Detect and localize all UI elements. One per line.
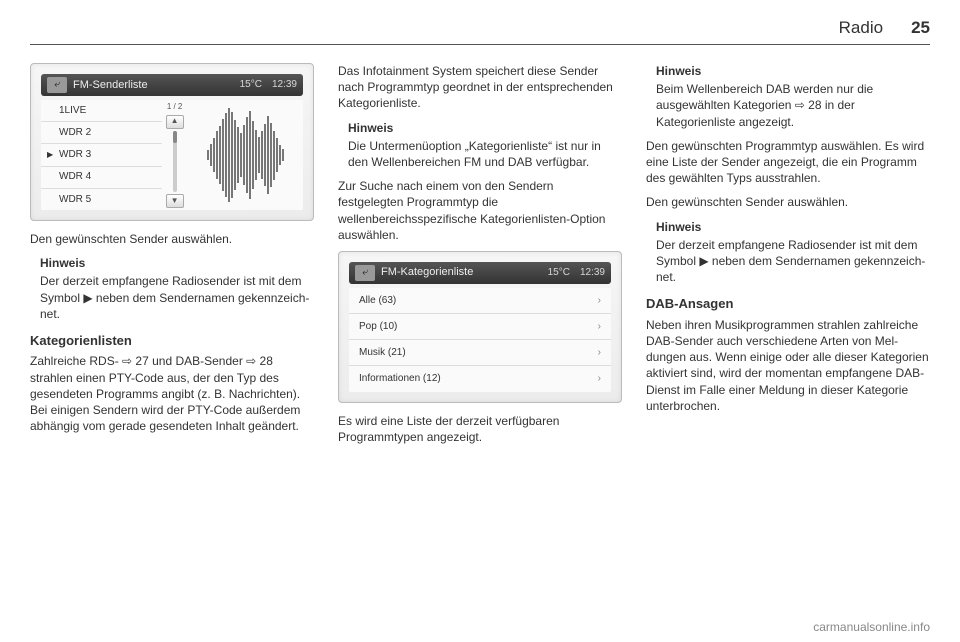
note-body: Der derzeit empfangene Radiosen­der ist …: [40, 274, 309, 320]
scroll-up-button[interactable]: ▲: [166, 115, 184, 129]
screenshot2-temp: 15°C: [548, 266, 570, 280]
category-row[interactable]: Musik (21) ›: [349, 340, 611, 366]
category-label: Alle (63): [359, 294, 396, 308]
station-row[interactable]: WDR 5: [41, 189, 162, 210]
chevron-right-icon: ›: [598, 294, 601, 308]
back-icon: ⤶: [362, 266, 368, 280]
scroll-track[interactable]: [173, 131, 177, 192]
note-block: Hinweis Der derzeit empfangene Radiosen­…: [656, 219, 930, 286]
column-2: Das Infotainment System speichert diese …: [338, 63, 622, 603]
header-section: Radio: [839, 18, 883, 38]
paragraph: Es wird eine Liste der derzeit verfüg­ba…: [338, 413, 622, 445]
scroll-thumb[interactable]: [173, 131, 177, 143]
station-label: WDR 4: [59, 170, 91, 184]
screenshot1-time: 12:39: [272, 78, 297, 92]
scroll-counter: 1 / 2: [167, 102, 183, 113]
note-body: Der derzeit empfangene Radiosen­der ist …: [656, 238, 925, 284]
column-1: ⤶ FM-Senderliste 15°C 12:39 1LIVE WDR 2 …: [30, 63, 314, 603]
paragraph: Zahlreiche RDS- ⇨ 27 und DAB-Sender ⇨ 28…: [30, 353, 314, 434]
station-list: 1LIVE WDR 2 ▶WDR 3 WDR 4 WDR 5: [41, 100, 162, 210]
station-label: 1LIVE: [59, 104, 86, 118]
heading-dab-ansagen: DAB-Ansagen: [646, 295, 930, 313]
screenshot-senderliste: ⤶ FM-Senderliste 15°C 12:39 1LIVE WDR 2 …: [30, 63, 314, 221]
watermark: carmanualsonline.info: [813, 620, 930, 634]
back-button[interactable]: ⤶: [47, 77, 67, 93]
note-body: Beim Wellenbereich DAB werden nur die au…: [656, 82, 873, 128]
chevron-up-icon: ▲: [171, 116, 179, 127]
note-block: Hinweis Beim Wellenbereich DAB werden nu…: [656, 63, 930, 130]
back-button[interactable]: ⤶: [355, 265, 375, 281]
category-row[interactable]: Informationen (12) ›: [349, 366, 611, 392]
paragraph: Neben ihren Musikprogrammen strahlen zah…: [646, 317, 930, 414]
paragraph: Zur Suche nach einem von den Sen­dern fe…: [338, 178, 622, 243]
note-label: Hinweis: [656, 63, 930, 79]
chevron-right-icon: ›: [598, 372, 601, 386]
chevron-down-icon: ▼: [171, 196, 179, 207]
note-block: Hinweis Die Untermenüoption „Kategorien­…: [348, 120, 622, 171]
back-icon: ⤶: [54, 78, 60, 92]
note-body: Die Untermenüoption „Kategorien­liste“ i…: [348, 139, 601, 169]
note-block: Hinweis Der derzeit empfangene Radiosen­…: [40, 255, 314, 322]
category-row[interactable]: Alle (63) ›: [349, 288, 611, 314]
chevron-right-icon: ›: [598, 346, 601, 360]
paragraph: Den gewünschten Programmtyp aus­wählen. …: [646, 138, 930, 187]
category-list: Alle (63) › Pop (10) › Musik (21) › Informa…: [349, 288, 611, 392]
note-label: Hinweis: [348, 120, 622, 136]
category-label: Musik (21): [359, 346, 406, 360]
screenshot2-title: FM-Kategorienliste: [381, 265, 548, 280]
station-label: WDR 2: [59, 126, 91, 140]
station-row[interactable]: 1LIVE: [41, 100, 162, 122]
scrollbar: 1 / 2 ▲ ▼: [162, 100, 188, 210]
screenshot2-titlebar: ⤶ FM-Kategorienliste 15°C 12:39: [349, 262, 611, 284]
screenshot1-titlebar: ⤶ FM-Senderliste 15°C 12:39: [41, 74, 303, 96]
chevron-right-icon: ›: [598, 320, 601, 334]
paragraph: Den gewünschten Sender auswäh­len.: [646, 194, 930, 210]
station-row[interactable]: ▶WDR 3: [41, 144, 162, 166]
paragraph: Den gewünschten Sender auswäh­len.: [30, 231, 314, 247]
scroll-down-button[interactable]: ▼: [166, 194, 184, 208]
category-label: Informationen (12): [359, 372, 441, 386]
now-playing-icon: ▶: [47, 150, 59, 161]
note-label: Hinweis: [656, 219, 930, 235]
station-row[interactable]: WDR 4: [41, 167, 162, 189]
note-label: Hinweis: [40, 255, 314, 271]
heading-kategorienlisten: Kategorienlisten: [30, 332, 314, 350]
waveform-display: [188, 100, 303, 210]
column-3: Hinweis Beim Wellenbereich DAB werden nu…: [646, 63, 930, 603]
screenshot1-title: FM-Senderliste: [73, 78, 240, 93]
station-label: WDR 5: [59, 193, 91, 207]
station-label: WDR 3: [59, 148, 91, 162]
station-row[interactable]: WDR 2: [41, 122, 162, 144]
screenshot1-temp: 15°C: [240, 78, 262, 92]
page-header: Radio 25: [30, 18, 930, 45]
paragraph: Das Infotainment System speichert diese …: [338, 63, 622, 112]
screenshot2-time: 12:39: [580, 266, 605, 280]
header-page-number: 25: [911, 18, 930, 38]
screenshot-kategorienliste: ⤶ FM-Kategorienliste 15°C 12:39 Alle (63…: [338, 251, 622, 403]
category-row[interactable]: Pop (10) ›: [349, 314, 611, 340]
category-label: Pop (10): [359, 320, 397, 334]
